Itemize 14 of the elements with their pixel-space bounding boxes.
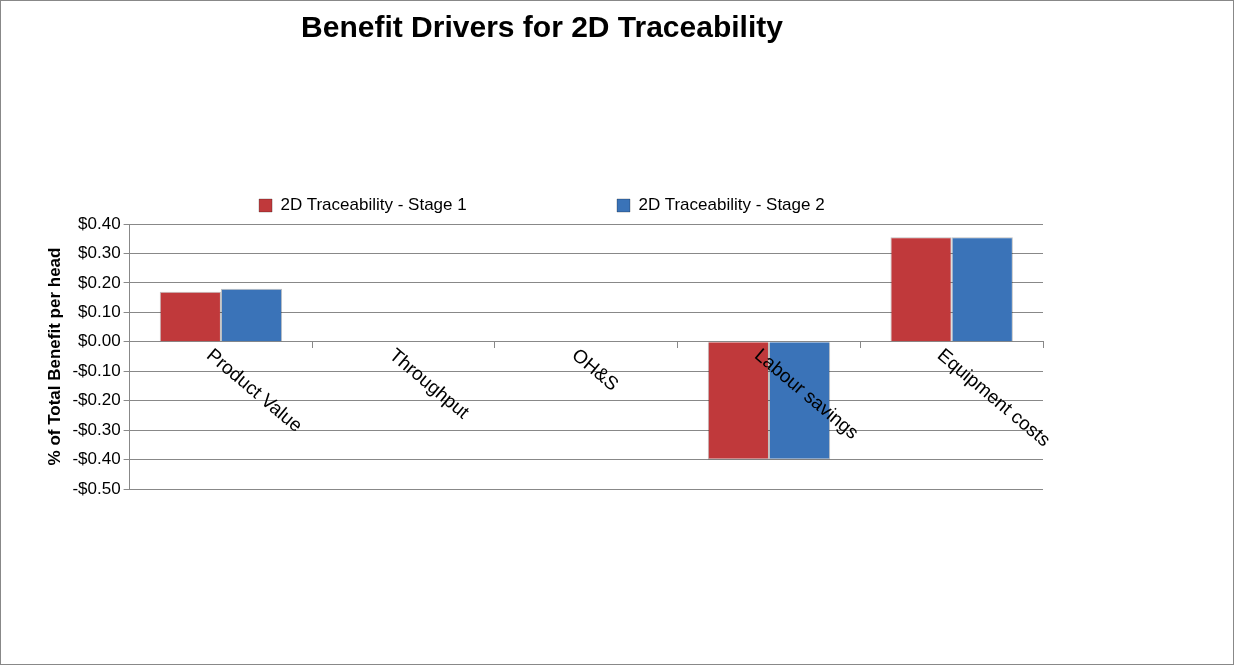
y-tick-label: -$0.20 xyxy=(72,390,121,410)
y-tick-label: $0.10 xyxy=(78,302,121,322)
y-tick-label: -$0.50 xyxy=(72,478,121,498)
y-axis-title: % of Total Benefit per head xyxy=(44,247,64,466)
y-tick-label: -$0.40 xyxy=(72,449,121,469)
legend-label: 2D Traceability - Stage 1 xyxy=(280,195,467,215)
y-tick-label: $0.40 xyxy=(78,213,121,233)
y-tick-label: -$0.30 xyxy=(72,419,121,439)
y-tick-label: $0.30 xyxy=(78,243,121,263)
y-tick-label: -$0.10 xyxy=(72,360,121,380)
legend-label: 2D Traceability - Stage 2 xyxy=(638,195,825,215)
y-tick-label: $0.20 xyxy=(78,272,121,292)
chart-title: Benefit Drivers for 2D Traceability xyxy=(301,10,784,44)
y-tick-label: $0.00 xyxy=(78,331,121,351)
